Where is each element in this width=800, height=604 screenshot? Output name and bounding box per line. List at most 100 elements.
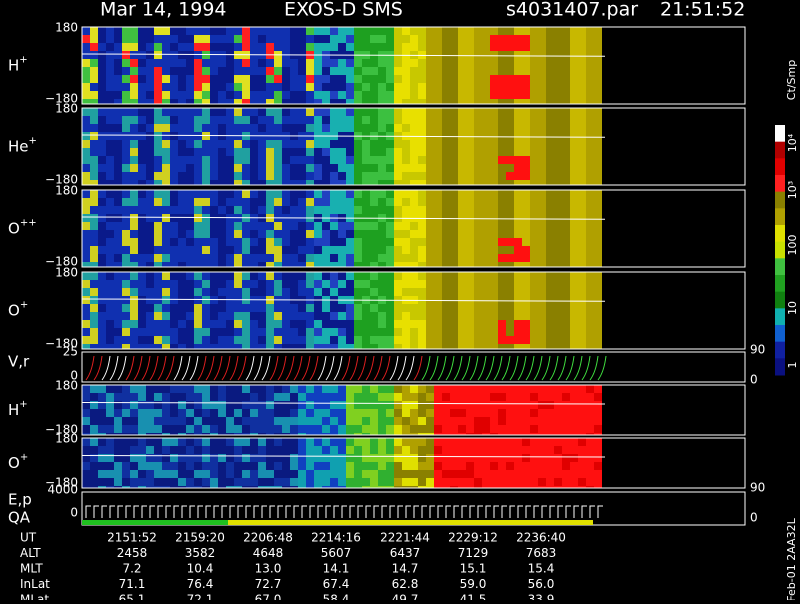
spectrogram-cell <box>426 156 434 164</box>
spectrogram-cell <box>114 67 122 75</box>
spectrogram-cell <box>322 35 330 43</box>
spectrogram-cell <box>458 288 466 296</box>
spectrogram-cell <box>554 59 562 67</box>
spectrogram-cell <box>330 328 338 336</box>
spectrogram-cell <box>490 124 498 132</box>
spectrogram-cell <box>538 304 546 312</box>
spectrogram-cell <box>290 230 298 238</box>
spectrogram-cell <box>418 344 426 349</box>
spectrogram-cell <box>570 83 578 91</box>
spectrogram-cell <box>130 238 138 246</box>
spectrogram-cell <box>138 262 146 267</box>
spectrogram-cell <box>202 83 210 91</box>
spectrogram-cell <box>370 206 378 214</box>
spectrogram-cell <box>418 67 426 75</box>
spectrogram-cell <box>122 180 130 185</box>
spectrogram-cell <box>442 172 450 180</box>
spectrogram-cell <box>90 304 98 312</box>
spectrogram-cell <box>122 172 130 180</box>
spectrogram-cell <box>394 438 402 446</box>
spectrogram-cell <box>450 99 458 104</box>
spectrogram-cell <box>442 238 450 246</box>
spectrogram-cell <box>226 462 234 470</box>
spectrogram-cell <box>162 486 170 488</box>
spectrogram-cell <box>442 198 450 206</box>
ep-trace <box>261 505 267 518</box>
spectrogram-cell <box>242 35 250 43</box>
spectrogram-cell <box>586 222 594 230</box>
colorbar-cell <box>775 258 785 276</box>
spectrogram-cell <box>90 148 98 156</box>
vr-right-bottom: 0 <box>750 373 758 387</box>
spectrogram-cell <box>218 164 226 172</box>
spectrogram-cell <box>586 417 594 425</box>
spectrogram-cell <box>554 409 562 417</box>
spectrogram-cell <box>402 470 410 478</box>
spectrogram-cell <box>514 336 522 344</box>
spectrogram-cell <box>498 59 506 67</box>
spectrogram-cell <box>114 262 122 267</box>
spectrogram-cell <box>234 43 242 51</box>
spectrogram-cell <box>514 409 522 417</box>
spectrogram-cell <box>266 222 274 230</box>
spectrogram-cell <box>538 262 546 267</box>
spectrogram-cell <box>170 425 178 433</box>
spectrogram-cell <box>106 425 114 433</box>
spectrogram-cell <box>410 124 418 132</box>
spectrogram-cell <box>298 206 306 214</box>
ep-trace <box>573 505 579 518</box>
spectrogram-cell <box>394 328 402 336</box>
spectrogram-cell <box>322 67 330 75</box>
spectrogram-cell <box>90 486 98 488</box>
spectrogram-cell <box>378 393 386 401</box>
spectrogram-cell <box>210 417 218 425</box>
spectrogram-cell <box>122 67 130 75</box>
spectrogram-cell <box>538 385 546 393</box>
spectrogram-cell <box>554 312 562 320</box>
spectrogram-cell <box>266 446 274 454</box>
spectrogram-cell <box>290 462 298 470</box>
spectrogram-cell <box>306 140 314 148</box>
vr-trace <box>341 355 351 381</box>
spectrogram-cell <box>458 272 466 280</box>
spectrogram-cell <box>218 222 226 230</box>
spectrogram-cell <box>514 172 522 180</box>
spectrogram-cell <box>354 230 362 238</box>
spectrogram-cell <box>194 83 202 91</box>
spectrogram-cell <box>554 336 562 344</box>
trace <box>81 402 606 405</box>
spectrogram-cell <box>546 222 554 230</box>
spectrogram-cell <box>554 51 562 59</box>
spectrogram-cell <box>242 124 250 132</box>
spectrogram-cell <box>410 288 418 296</box>
spectrogram-cell <box>338 43 346 51</box>
spectrogram-cell <box>162 35 170 43</box>
spectrogram-cell <box>370 59 378 67</box>
spectrogram-cell <box>314 156 322 164</box>
spectrogram-cell <box>506 336 514 344</box>
spectrogram-cell <box>402 75 410 83</box>
spectrogram-cell <box>594 454 602 462</box>
spectrogram-cell <box>258 262 266 267</box>
spectrogram-cell <box>434 328 442 336</box>
spectrogram-cell <box>474 262 482 267</box>
spectrogram-cell <box>210 83 218 91</box>
spectrogram-cell <box>466 140 474 148</box>
spectrogram-cell <box>402 83 410 91</box>
spectrogram-cell <box>330 91 338 99</box>
label-text: H <box>8 401 19 419</box>
spectrogram-cell <box>482 280 490 288</box>
spectrogram-cell <box>386 246 394 254</box>
spectrogram-cell <box>498 417 506 425</box>
spectrogram-cell <box>178 454 186 462</box>
spectrogram-cell <box>186 401 194 409</box>
spectrogram-cell <box>546 393 554 401</box>
spectrogram-cell <box>234 454 242 462</box>
spectrogram-cell <box>346 230 354 238</box>
spectrogram-cell <box>210 206 218 214</box>
colorbar-cell <box>775 241 785 259</box>
spectrogram-cell <box>330 108 338 116</box>
spectrogram-cell <box>586 312 594 320</box>
spectrogram-cell <box>82 99 90 104</box>
spectrogram-cell <box>386 462 394 470</box>
